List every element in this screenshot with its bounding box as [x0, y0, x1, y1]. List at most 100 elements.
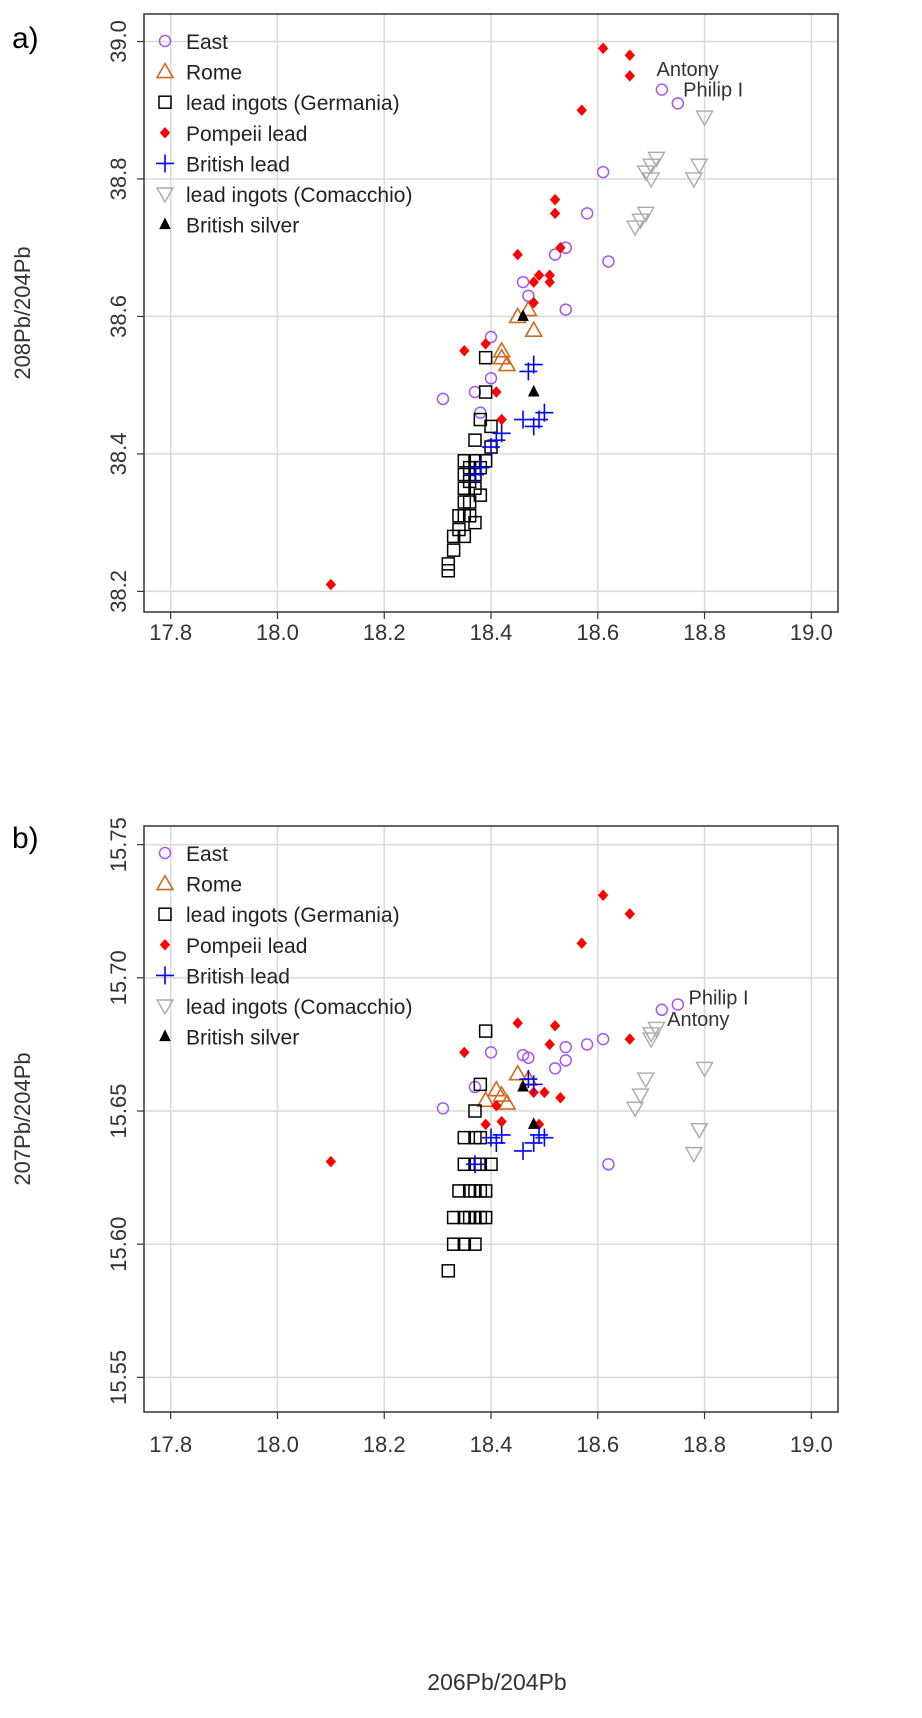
data-point [631, 1088, 650, 1105]
data-point [636, 206, 656, 223]
data-point [492, 341, 512, 358]
legend-marker [155, 61, 175, 79]
data-point [468, 433, 482, 447]
y-tick-label: 38.4 [106, 432, 131, 475]
data-point [441, 557, 456, 571]
data-point [528, 296, 539, 309]
data-point [549, 207, 561, 220]
data-point [484, 330, 498, 344]
legend: East Rome lead ingots (Germania) Pompeii le… [155, 843, 412, 1050]
y-tick-label: 15.70 [106, 950, 131, 1005]
data-point [478, 1024, 493, 1038]
legend-label: Pompeii lead [186, 123, 307, 146]
x-tick-label: 18.0 [256, 620, 299, 645]
series-east [436, 998, 685, 1171]
series-rome [492, 299, 544, 372]
series-british-silver [517, 1079, 540, 1129]
data-point [524, 1133, 543, 1152]
data-point [476, 1090, 496, 1108]
data-point [478, 1210, 493, 1225]
data-point [539, 1086, 550, 1099]
data-point [492, 1085, 512, 1102]
legend-label: lead ingots (Comacchio) [186, 184, 412, 207]
data-point [512, 1017, 523, 1029]
data-point [446, 1237, 461, 1251]
data-point [580, 1038, 594, 1051]
data-point [597, 889, 609, 902]
data-point [457, 529, 472, 544]
data-point [624, 70, 635, 82]
legend-marker [156, 154, 174, 173]
data-point [671, 998, 685, 1011]
data-point [602, 1158, 615, 1171]
data-point [624, 49, 635, 61]
y-tick-label: 38.6 [106, 295, 131, 338]
data-point [524, 355, 543, 374]
legend-label: British lead [186, 965, 290, 988]
series-rome [476, 1064, 538, 1110]
legend-label: East [186, 31, 228, 54]
data-point [576, 104, 587, 116]
legend-label: Pompeii lead [186, 935, 307, 958]
data-point [492, 424, 511, 443]
data-point [484, 419, 498, 434]
data-point [465, 1155, 484, 1174]
series-lead-ingots-comacchio- [625, 110, 714, 237]
data-point [524, 320, 544, 337]
data-point [516, 275, 530, 289]
data-point [641, 158, 661, 175]
x-tick-label: 18.6 [576, 1432, 619, 1457]
data-point [625, 220, 645, 237]
data-point [548, 248, 562, 261]
data-point [441, 564, 456, 578]
data-point [576, 937, 587, 949]
legend-marker [155, 873, 175, 891]
data-point [518, 299, 538, 317]
series-british-lead [465, 355, 554, 484]
data-point [468, 1104, 482, 1118]
y-tick-label: 38.2 [106, 570, 131, 613]
legend-label: lead ingots (Germania) [186, 904, 400, 927]
legend-marker [159, 939, 171, 951]
legend-marker [159, 217, 171, 230]
x-tick-label: 19.0 [790, 1432, 833, 1457]
data-point [325, 1155, 337, 1168]
legend-label: Rome [186, 874, 242, 897]
series-east [436, 83, 685, 419]
data-point [671, 97, 685, 110]
data-point [695, 110, 714, 127]
data-point [647, 1021, 666, 1038]
data-point [514, 410, 533, 429]
y-tick-label: 15.60 [106, 1217, 131, 1272]
legend-label: East [186, 843, 228, 866]
data-point [325, 578, 337, 591]
data-point [548, 1062, 562, 1075]
x-tick-label: 18.8 [683, 1432, 726, 1457]
data-point [535, 1128, 554, 1147]
data-point [527, 384, 540, 397]
x-tick-label: 18.4 [470, 620, 513, 645]
data-point [508, 1064, 528, 1081]
x-tick-label: 17.8 [149, 1432, 192, 1457]
scatter-panel-b: 17.8 18.0 18.2 18.4 18.6 18.8 19.0 15.55 15.60 15… [10, 817, 839, 1695]
legend-label: Rome [186, 62, 242, 85]
data-point [544, 1038, 555, 1051]
series-lead-ingots-germania- [441, 1024, 498, 1278]
legend-marker [158, 34, 172, 48]
scatter-panel-a: 17.8 18.0 18.2 18.4 18.6 18.8 19.0 38.2 38.4 38.6… [10, 13, 839, 645]
series-lead-ingots-comacchio- [625, 1021, 714, 1164]
data-point [559, 303, 572, 316]
y-tick-label: 15.75 [106, 817, 131, 872]
data-point [533, 269, 545, 281]
series-lead-ingots-germania- [441, 350, 498, 578]
data-point [478, 350, 493, 365]
data-point [580, 207, 594, 220]
data-point [689, 158, 709, 175]
data-point [497, 1093, 517, 1110]
data-point [514, 1141, 533, 1160]
data-point [459, 345, 470, 357]
x-tick-label: 18.2 [363, 1432, 406, 1457]
data-point [655, 83, 669, 96]
legend-marker [155, 187, 175, 204]
legend-marker [158, 907, 172, 921]
